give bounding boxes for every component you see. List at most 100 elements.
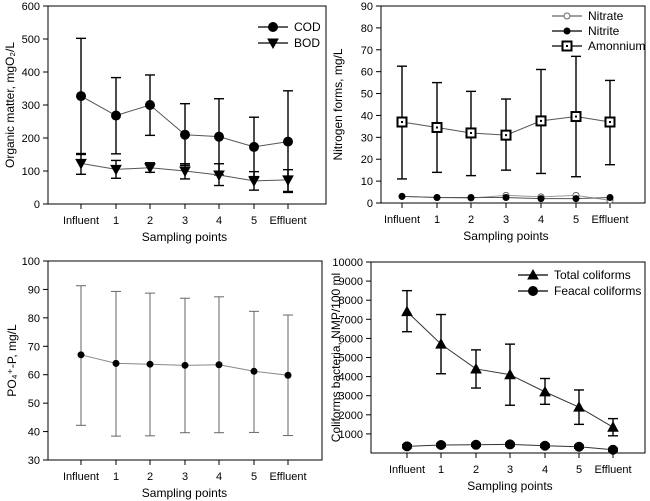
x-tick-label: 4: [216, 215, 222, 227]
y-axis-label: PO₄⁺-P, mg/L: [5, 324, 19, 397]
y-tick-label: 90: [28, 284, 40, 296]
legend-entry: Nitrate: [552, 9, 624, 23]
data-point: [574, 441, 584, 452]
y-tick-label: 80: [28, 313, 40, 325]
data-point: [248, 176, 260, 187]
legend-label: Amonnium: [588, 39, 645, 53]
x-tick-label: 1: [434, 214, 440, 226]
data-point-dot: [609, 121, 611, 124]
y-tick-label: 400: [22, 67, 40, 79]
x-axis-label: Sampling points: [463, 229, 548, 243]
data-point-dot: [401, 121, 403, 124]
data-point: [250, 367, 258, 375]
data-point: [435, 338, 447, 349]
x-tick-label: 5: [251, 471, 257, 483]
data-point: [401, 305, 413, 317]
x-tick-label: Effluent: [591, 214, 628, 226]
legend-label: Feacal coliforms: [554, 284, 641, 298]
y-tick-label: 5000: [339, 353, 363, 365]
data-point: [214, 131, 224, 142]
plot-frame: [47, 5, 327, 205]
chart-panel-1: 0 100 200 300 400 500 600 Influent 1 2 3 4 5 Effluent…: [3, 1, 327, 244]
y-tick-label: 0: [34, 199, 40, 211]
chart-panel-4: 1000 2000 3000 4000 5000 6000 7000 8000 9000 1000…: [329, 257, 646, 493]
data-point: [284, 371, 292, 379]
y-tick-label: 50: [28, 398, 40, 410]
data-point: [213, 170, 225, 181]
data-point: [215, 361, 223, 369]
y-tick-label: 90: [361, 1, 373, 13]
series-nitrite: [398, 192, 614, 203]
data-point-dot: [470, 131, 472, 134]
series-amonnium: [396, 55, 616, 180]
y-tick-label: 100: [22, 256, 40, 268]
legend-entry: Nitrite: [552, 24, 620, 38]
x-tick-label: 3: [503, 214, 509, 226]
data-point: [282, 175, 294, 186]
x-tick-label: Effluent: [269, 471, 306, 483]
data-point: [179, 166, 191, 178]
y-tick-label: 0: [367, 198, 373, 210]
data-point: [249, 141, 259, 152]
y-tick-label: 50: [361, 89, 373, 101]
series-values: [76, 285, 293, 437]
data-point: [181, 361, 189, 369]
data-point: [146, 360, 154, 368]
x-tick-label: 5: [251, 215, 257, 227]
x-tick-label: 2: [147, 471, 153, 483]
legend-label: Nitrate: [588, 9, 624, 23]
y-axis-label: Nitrogen forms, mg/L: [331, 48, 345, 160]
data-point-dot: [505, 134, 507, 137]
y-axis-label: Organic matter, mgO₂/L: [3, 42, 17, 168]
series-total-coliforms: [401, 289, 619, 437]
x-axis-label: Sampling points: [467, 479, 552, 493]
y-tick-label: 6000: [339, 333, 363, 345]
data-point: [470, 362, 482, 374]
y-tick-label: 60: [28, 370, 40, 382]
legend-marker: [267, 38, 279, 50]
y-axis-label: Coliforms bacteria, NMP/100 ml: [329, 273, 343, 442]
legend-marker: [268, 22, 278, 32]
data-point: [573, 401, 585, 412]
series-feacal-coliforms: [402, 439, 618, 455]
y-tick-label: 40: [28, 427, 40, 439]
y-tick-label: 3000: [339, 391, 363, 403]
legend-entry: Feacal coliforms: [518, 284, 641, 298]
x-tick-label: 2: [473, 464, 479, 476]
data-point: [539, 385, 551, 397]
plot-frame: [380, 5, 646, 204]
data-point: [540, 440, 550, 451]
x-tick-label: 4: [542, 464, 548, 476]
x-tick-label: Effluent: [594, 464, 631, 476]
y-tick-label: 500: [22, 34, 40, 46]
y-tick-label: 60: [361, 67, 373, 79]
y-tick-label: 600: [22, 1, 40, 13]
data-point: [77, 351, 85, 359]
data-point: [467, 194, 475, 202]
x-tick-label: Influent: [384, 214, 420, 226]
x-tick-label: 3: [182, 215, 188, 227]
legend-entry: BOD: [258, 36, 320, 50]
data-point: [433, 194, 441, 202]
data-point: [608, 444, 618, 455]
x-tick-label: 2: [147, 215, 153, 227]
data-point: [76, 91, 86, 102]
data-point: [75, 158, 87, 170]
y-tick-label: 70: [361, 45, 373, 57]
legend-label: BOD: [294, 36, 320, 50]
data-point: [607, 421, 619, 432]
legend-entry: COD: [258, 20, 321, 34]
data-point: [572, 195, 580, 203]
y-tick-label: 70: [28, 341, 40, 353]
y-tick-label: 20: [361, 154, 373, 166]
data-point: [112, 359, 120, 367]
x-axis-label: Sampling points: [142, 230, 227, 244]
data-point-dot: [575, 115, 577, 118]
legend-label: COD: [294, 20, 321, 34]
x-tick-label: Effluent: [269, 215, 306, 227]
y-tick-label: 300: [22, 100, 40, 112]
data-point: [402, 441, 412, 452]
y-tick-label: 9000: [339, 276, 363, 288]
x-tick-label: Influent: [63, 215, 99, 227]
